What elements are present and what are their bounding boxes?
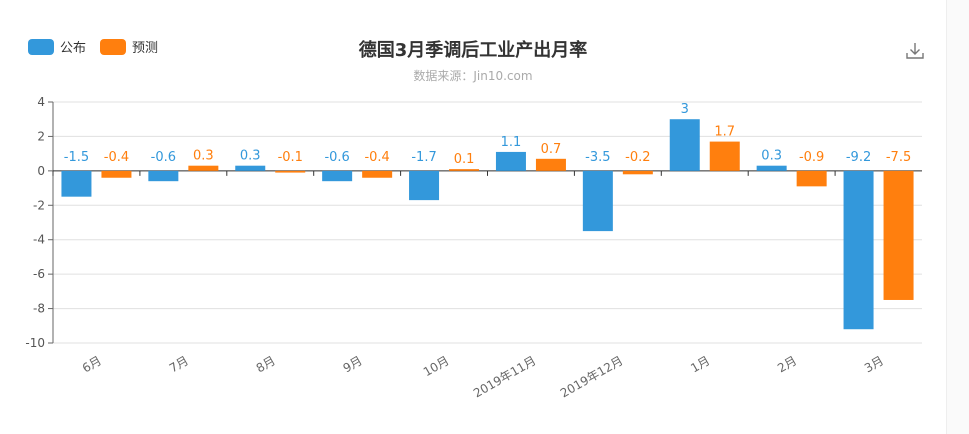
x-tick-label: 1月 (688, 353, 712, 375)
bar[interactable] (188, 165, 219, 171)
y-tick-label: -2 (33, 198, 45, 212)
bar[interactable] (148, 170, 179, 182)
y-tick-label: -4 (33, 233, 45, 247)
x-tick-label: 9月 (341, 353, 365, 375)
data-label: 1.1 (501, 135, 522, 150)
data-label: 0.1 (454, 152, 475, 167)
chart-title: 德国3月季调后工业产出月率 (358, 40, 588, 61)
bar-chart: 4 2 0 -2 -4 -6 -8 -10 6月 -1.5 -0.4 7月 -0.6 0.3 8月 0.3 -0… (25, 95, 922, 401)
data-label: -0.4 (104, 150, 129, 165)
data-label: -1.5 (64, 150, 89, 165)
legend-swatch-forecast (100, 38, 127, 55)
bar[interactable] (275, 170, 306, 173)
y-tick-label: 0 (37, 164, 45, 178)
bar[interactable] (409, 170, 440, 201)
bar[interactable] (709, 141, 740, 171)
y-tick-label: 2 (37, 129, 45, 143)
y-tick-label: -6 (33, 267, 45, 281)
data-label: 0.7 (541, 142, 562, 157)
x-tick-label: 2019年11月 (471, 353, 538, 400)
bar[interactable] (235, 165, 266, 171)
data-label: -0.6 (324, 150, 349, 165)
data-label: 0.3 (240, 149, 261, 164)
x-tick-label: 3月 (862, 353, 886, 375)
x-tick-label: 10月 (421, 353, 452, 379)
bar[interactable] (883, 170, 914, 300)
legend-swatch-published (28, 38, 54, 55)
data-label: 0.3 (193, 149, 214, 164)
legend: 公布 预测 (28, 37, 158, 56)
data-label: -3.5 (585, 150, 610, 165)
bar[interactable] (582, 170, 613, 232)
data-label: -0.9 (799, 150, 824, 165)
data-label: -0.4 (364, 150, 389, 165)
bar[interactable] (449, 169, 480, 171)
bar[interactable] (101, 170, 132, 178)
data-label: 0.3 (761, 149, 782, 164)
bar[interactable] (843, 170, 874, 330)
bar[interactable] (495, 151, 526, 171)
bar[interactable] (756, 165, 787, 171)
data-label: -9.2 (846, 150, 871, 165)
x-tick-label: 6月 (80, 353, 104, 375)
bar[interactable] (362, 170, 393, 178)
data-label: 1.7 (714, 125, 735, 140)
chart-subtitle: 数据来源：Jin10.com (413, 69, 533, 83)
x-tick-label: 8月 (254, 353, 278, 375)
legend-item-published[interactable]: 公布 (28, 37, 86, 56)
data-label: -1.7 (411, 150, 436, 165)
scrollbar-gutter (946, 0, 969, 434)
data-label: -0.2 (625, 150, 650, 165)
bar[interactable] (796, 170, 827, 187)
bar[interactable] (669, 119, 700, 171)
x-tick-label: 2019年12月 (558, 353, 625, 400)
y-tick-label: -8 (33, 302, 45, 316)
data-label: -0.1 (278, 150, 303, 165)
legend-label-published: 公布 (60, 41, 87, 56)
x-tick-label: 7月 (167, 353, 191, 375)
data-label: 3 (681, 102, 689, 117)
legend-label-forecast: 预测 (132, 41, 159, 56)
bar[interactable] (322, 170, 353, 182)
x-tick-label: 2月 (775, 353, 799, 375)
download-icon[interactable] (904, 40, 926, 62)
data-label: -0.6 (151, 150, 176, 165)
bar[interactable] (622, 170, 653, 175)
bar[interactable] (535, 158, 566, 171)
y-tick-label: -10 (25, 336, 45, 350)
legend-item-forecast[interactable]: 预测 (100, 37, 158, 56)
y-tick-label: 4 (37, 95, 45, 109)
bar[interactable] (61, 170, 92, 197)
data-label: -7.5 (886, 150, 911, 165)
